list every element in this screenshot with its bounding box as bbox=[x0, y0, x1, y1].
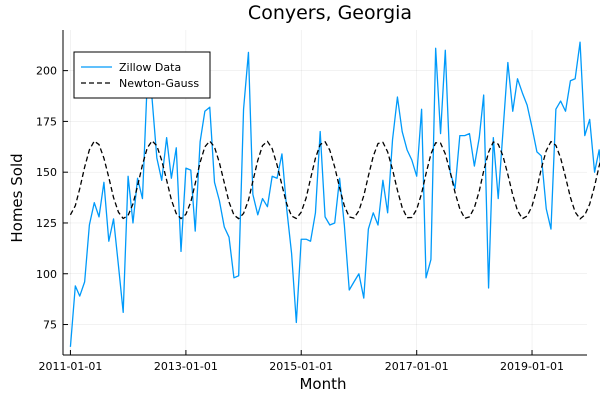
legend-box bbox=[73, 51, 211, 99]
labels-layer: 2011-01-01 2013-01-01 2015-01-01 2017-01-01… bbox=[36, 65, 564, 373]
x-axis-title: Month bbox=[299, 375, 346, 393]
y-tick-label: 150 bbox=[36, 166, 57, 179]
x-tick-label: 2015-01-01 bbox=[269, 360, 333, 373]
y-tick-label: 75 bbox=[43, 319, 57, 332]
chart-title: Conyers, Georgia bbox=[248, 2, 412, 24]
x-tick-label: 2011-01-01 bbox=[38, 360, 102, 373]
legend-label-newton: Newton-Gauss bbox=[119, 77, 199, 90]
x-tick-label: 2013-01-01 bbox=[154, 360, 218, 373]
x-tick-label: 2019-01-01 bbox=[500, 360, 564, 373]
y-tick-label: 175 bbox=[36, 115, 57, 128]
legend: Zillow Data Newton-Gauss bbox=[73, 51, 211, 99]
legend-label-zillow: Zillow Data bbox=[119, 61, 181, 74]
y-tick-label: 200 bbox=[36, 65, 57, 78]
series-layer bbox=[69, 41, 600, 347]
y-tick-label: 100 bbox=[36, 268, 57, 281]
y-axis-title: Homes Sold bbox=[8, 153, 26, 242]
y-tick-label: 125 bbox=[36, 217, 57, 230]
series-zillow-line bbox=[69, 41, 600, 347]
x-tick-label: 2017-01-01 bbox=[385, 360, 449, 373]
axes-layer bbox=[62, 30, 587, 356]
grid-layer bbox=[63, 30, 587, 355]
